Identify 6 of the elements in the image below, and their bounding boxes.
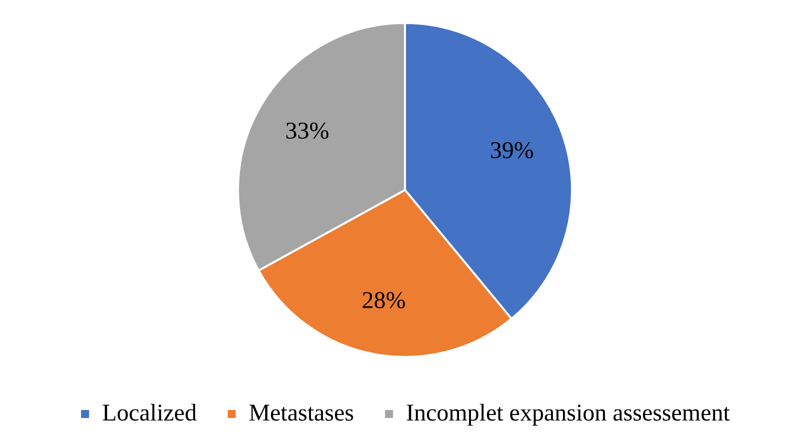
legend-label: Localized [102,400,197,426]
data-label: 33% [285,118,330,144]
legend-label: Metastases [248,400,354,426]
data-label: 28% [362,288,406,314]
data-label: 39% [490,138,534,164]
legend-label: Incomplet expansion assessement [406,400,730,426]
